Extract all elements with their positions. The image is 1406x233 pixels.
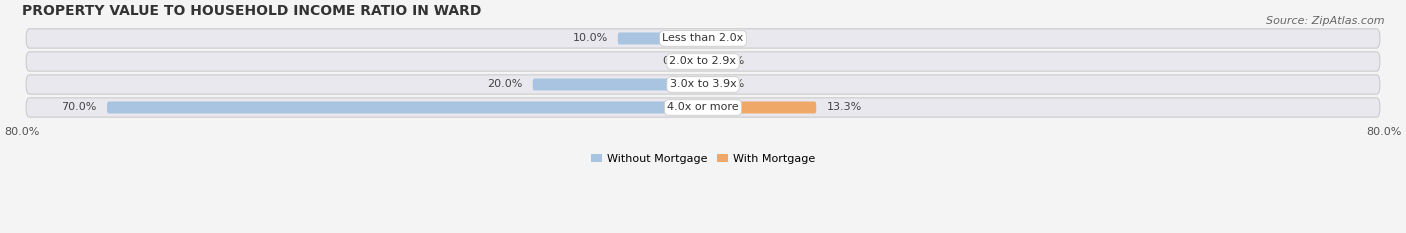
Text: 4.0x or more: 4.0x or more <box>668 103 738 113</box>
Text: 0.0%: 0.0% <box>716 79 744 89</box>
Text: 20.0%: 20.0% <box>486 79 523 89</box>
FancyBboxPatch shape <box>533 79 703 90</box>
FancyBboxPatch shape <box>27 75 1379 94</box>
FancyBboxPatch shape <box>703 102 817 113</box>
Text: 10.0%: 10.0% <box>572 34 607 44</box>
Text: Less than 2.0x: Less than 2.0x <box>662 34 744 44</box>
Text: 0.0%: 0.0% <box>662 56 690 66</box>
FancyBboxPatch shape <box>27 29 1379 48</box>
Text: 70.0%: 70.0% <box>62 103 97 113</box>
Legend: Without Mortgage, With Mortgage: Without Mortgage, With Mortgage <box>586 149 820 168</box>
Text: PROPERTY VALUE TO HOUSEHOLD INCOME RATIO IN WARD: PROPERTY VALUE TO HOUSEHOLD INCOME RATIO… <box>22 4 481 18</box>
FancyBboxPatch shape <box>27 52 1379 71</box>
FancyBboxPatch shape <box>107 102 703 113</box>
Text: 0.0%: 0.0% <box>716 56 744 66</box>
Text: 2.0x to 2.9x: 2.0x to 2.9x <box>669 56 737 66</box>
Text: 13.3%: 13.3% <box>827 103 862 113</box>
FancyBboxPatch shape <box>27 98 1379 117</box>
Text: Source: ZipAtlas.com: Source: ZipAtlas.com <box>1267 16 1385 26</box>
Text: 0.0%: 0.0% <box>716 34 744 44</box>
Text: 3.0x to 3.9x: 3.0x to 3.9x <box>669 79 737 89</box>
FancyBboxPatch shape <box>617 32 703 45</box>
